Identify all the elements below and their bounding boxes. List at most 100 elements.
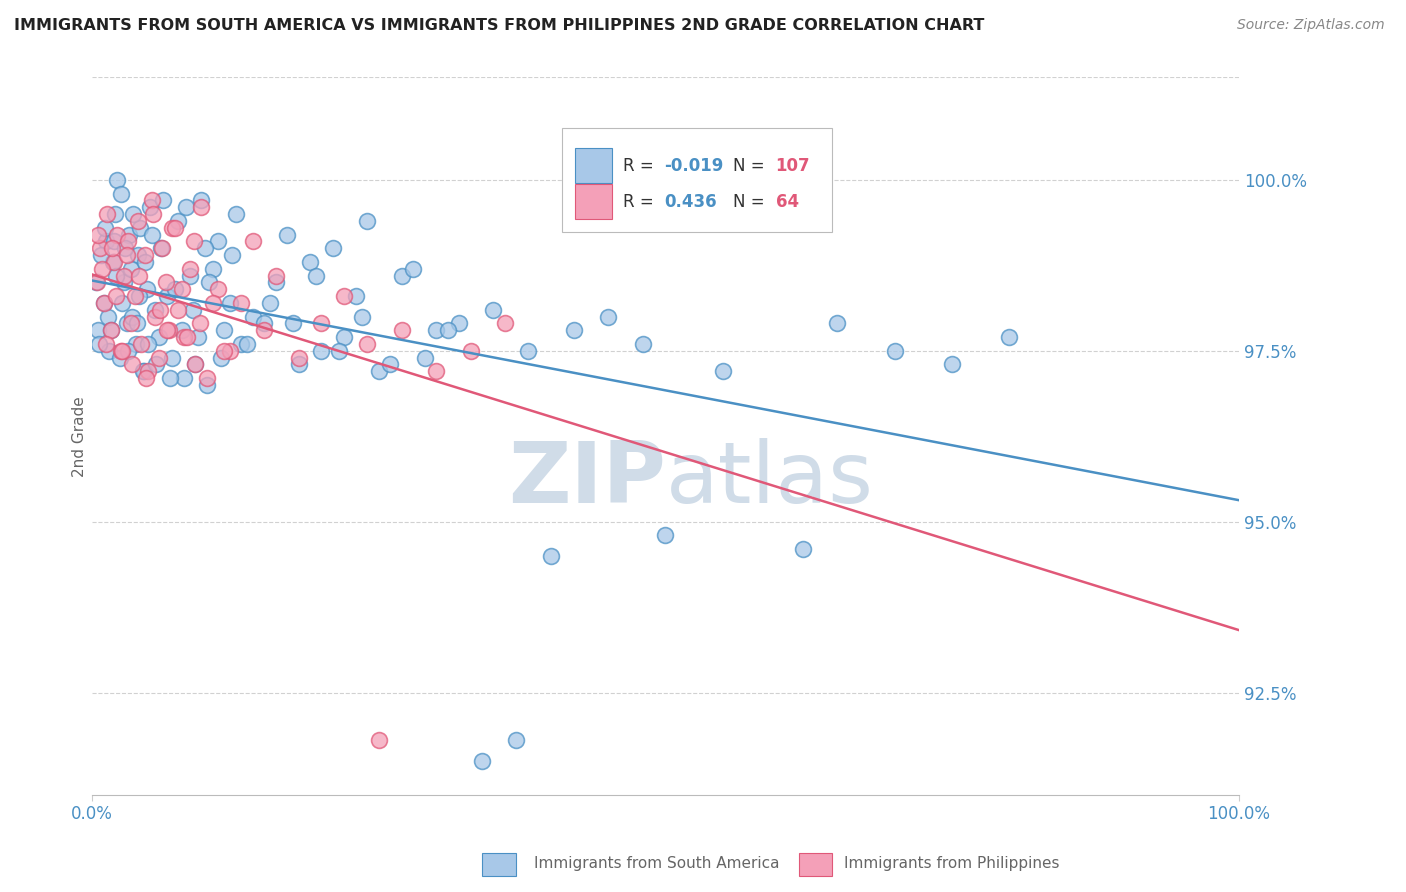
Point bbox=[122, 207, 145, 221]
Point bbox=[90, 248, 112, 262]
Point bbox=[125, 317, 148, 331]
Point bbox=[305, 268, 328, 283]
Point bbox=[264, 268, 287, 283]
Point bbox=[460, 343, 482, 358]
Point bbox=[167, 214, 190, 228]
Text: N =: N = bbox=[733, 157, 770, 175]
Point bbox=[111, 296, 134, 310]
Point bbox=[138, 337, 160, 351]
Point bbox=[150, 241, 173, 255]
Point bbox=[827, 317, 849, 331]
Point bbox=[115, 317, 138, 331]
Point bbox=[163, 220, 186, 235]
Point bbox=[163, 282, 186, 296]
Point bbox=[391, 268, 413, 283]
Point bbox=[218, 296, 240, 310]
Point bbox=[505, 733, 527, 747]
Point bbox=[132, 364, 155, 378]
Point bbox=[149, 241, 172, 255]
Point bbox=[134, 255, 156, 269]
Point bbox=[218, 343, 240, 358]
Point bbox=[311, 343, 333, 358]
Point bbox=[98, 343, 121, 358]
Point bbox=[187, 330, 209, 344]
Point bbox=[212, 323, 235, 337]
Point bbox=[259, 296, 281, 310]
Point bbox=[110, 186, 132, 201]
Point bbox=[413, 351, 436, 365]
Point bbox=[148, 351, 170, 365]
Point bbox=[792, 541, 814, 556]
Point bbox=[173, 371, 195, 385]
Point bbox=[131, 364, 153, 378]
Point bbox=[128, 289, 150, 303]
Point bbox=[86, 276, 108, 290]
Point bbox=[156, 323, 179, 337]
Point bbox=[941, 358, 963, 372]
Point bbox=[89, 241, 111, 255]
Point bbox=[143, 302, 166, 317]
Text: ZIP: ZIP bbox=[508, 438, 665, 521]
Text: Source: ZipAtlas.com: Source: ZipAtlas.com bbox=[1237, 18, 1385, 32]
Point bbox=[173, 330, 195, 344]
Point bbox=[127, 248, 149, 262]
Point bbox=[96, 207, 118, 221]
Point bbox=[135, 371, 157, 385]
Point bbox=[121, 358, 143, 372]
Point bbox=[111, 343, 134, 358]
Point bbox=[201, 261, 224, 276]
Point bbox=[253, 317, 276, 331]
Point bbox=[107, 173, 129, 187]
Point bbox=[380, 358, 402, 372]
Point bbox=[127, 214, 149, 228]
Point bbox=[425, 364, 447, 378]
Point bbox=[311, 317, 333, 331]
Point bbox=[540, 549, 562, 563]
Point bbox=[128, 268, 150, 283]
Text: Immigrants from South America: Immigrants from South America bbox=[534, 856, 780, 871]
Point bbox=[402, 261, 425, 276]
Point bbox=[131, 337, 153, 351]
Point bbox=[333, 330, 356, 344]
Point bbox=[100, 323, 122, 337]
Point bbox=[141, 227, 163, 242]
Point bbox=[105, 289, 128, 303]
Point bbox=[148, 330, 170, 344]
Point bbox=[195, 371, 218, 385]
Point bbox=[179, 261, 201, 276]
Point bbox=[190, 194, 212, 208]
Point bbox=[236, 337, 259, 351]
Text: 107: 107 bbox=[776, 157, 810, 175]
Point bbox=[97, 310, 120, 324]
Point bbox=[425, 323, 447, 337]
Point bbox=[184, 358, 207, 372]
Point bbox=[87, 227, 110, 242]
Point bbox=[264, 276, 287, 290]
Point bbox=[391, 323, 413, 337]
Point bbox=[350, 310, 373, 324]
Point bbox=[188, 317, 211, 331]
Text: 64: 64 bbox=[776, 193, 799, 211]
Point bbox=[103, 255, 125, 269]
Text: R =: R = bbox=[623, 193, 659, 211]
Point bbox=[149, 302, 172, 317]
Point bbox=[104, 207, 127, 221]
Point bbox=[103, 235, 125, 249]
Point bbox=[183, 235, 205, 249]
FancyBboxPatch shape bbox=[575, 148, 612, 183]
Point bbox=[136, 282, 159, 296]
Text: atlas: atlas bbox=[665, 438, 873, 521]
Point bbox=[299, 255, 322, 269]
Point bbox=[112, 268, 135, 283]
Point bbox=[516, 343, 538, 358]
Point bbox=[108, 351, 131, 365]
Point bbox=[344, 289, 367, 303]
FancyBboxPatch shape bbox=[562, 128, 832, 232]
Point bbox=[134, 248, 156, 262]
Text: -0.019: -0.019 bbox=[664, 157, 724, 175]
Point bbox=[711, 364, 734, 378]
Point bbox=[883, 343, 905, 358]
Point bbox=[87, 323, 110, 337]
Point bbox=[124, 289, 146, 303]
Point bbox=[170, 282, 193, 296]
